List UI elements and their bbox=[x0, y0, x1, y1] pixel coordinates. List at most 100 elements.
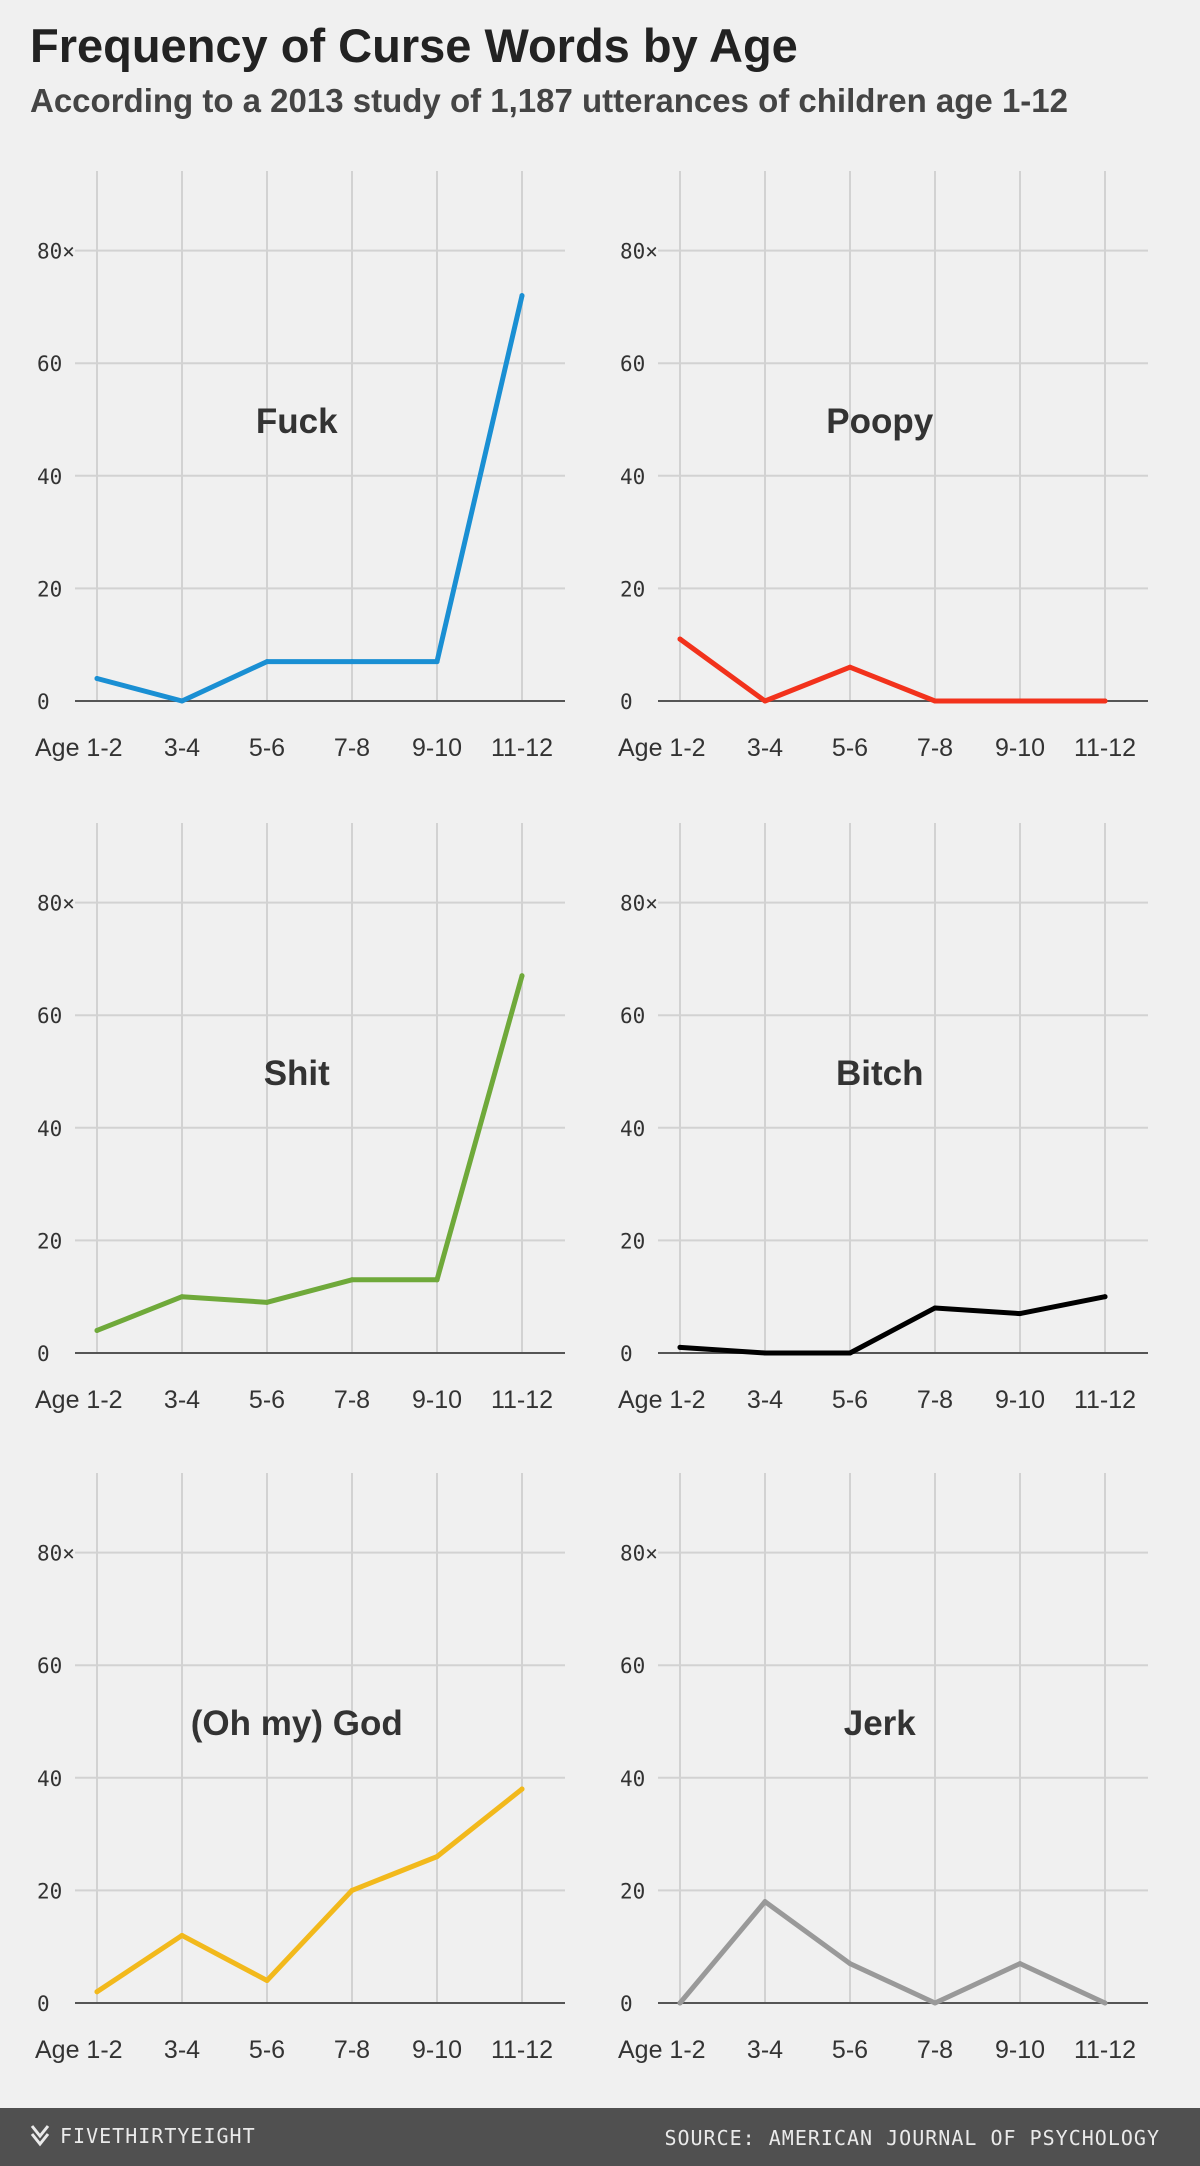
panel-title: (Oh my) God bbox=[191, 1704, 403, 1743]
data-point bbox=[1102, 698, 1108, 704]
y-tick-label: 20 bbox=[37, 1879, 62, 1903]
x-tick-label: 5-6 bbox=[249, 734, 285, 762]
panel-title: Shit bbox=[264, 1054, 330, 1093]
x-tick-label: 7-8 bbox=[917, 734, 953, 762]
x-tick-label: 11-12 bbox=[1074, 734, 1136, 762]
y-tick-label: 20 bbox=[620, 577, 645, 601]
series-line bbox=[677, 1294, 1108, 1356]
x-tick-label: 9-10 bbox=[995, 1386, 1045, 1414]
panel-title: Bitch bbox=[836, 1054, 924, 1093]
x-tick-label: 7-8 bbox=[334, 1386, 370, 1414]
y-tick-label: 20 bbox=[620, 1229, 645, 1253]
y-tick-label: 20 bbox=[620, 1879, 645, 1903]
data-point bbox=[264, 659, 270, 665]
data-point bbox=[94, 1327, 100, 1333]
x-tick-label: 7-8 bbox=[917, 1386, 953, 1414]
x-tick-label: 11-12 bbox=[1074, 1386, 1136, 1414]
x-tick-label: 5-6 bbox=[832, 1386, 868, 1414]
x-tick-label: 11-12 bbox=[491, 2036, 553, 2064]
data-point bbox=[1017, 698, 1023, 704]
y-tick-label: 60 bbox=[37, 1004, 62, 1028]
x-tick-label: Age 1-2 bbox=[618, 2036, 706, 2064]
x-tick-label: 5-6 bbox=[249, 2036, 285, 2064]
brand: FIVETHIRTYEIGHT bbox=[30, 2124, 256, 2148]
panel-title: Jerk bbox=[844, 1704, 917, 1743]
x-tick-label: 3-4 bbox=[747, 1386, 783, 1414]
x-tick-label: 9-10 bbox=[412, 2036, 462, 2064]
data-point bbox=[847, 1961, 853, 1967]
y-tick-label: 60 bbox=[37, 1654, 62, 1678]
y-tick-label: 60 bbox=[37, 352, 62, 376]
x-tick-label: Age 1-2 bbox=[35, 1386, 123, 1414]
data-point bbox=[519, 973, 525, 979]
data-point bbox=[434, 1854, 440, 1860]
data-point bbox=[932, 698, 938, 704]
y-tick-label: 40 bbox=[37, 1117, 62, 1141]
x-tick-label: 7-8 bbox=[334, 2036, 370, 2064]
x-tick-label: 5-6 bbox=[249, 1386, 285, 1414]
y-tick-label: 80× bbox=[620, 240, 658, 264]
x-tick-label: 9-10 bbox=[995, 734, 1045, 762]
x-tick-label: Age 1-2 bbox=[618, 1386, 706, 1414]
x-tick-label: 5-6 bbox=[832, 2036, 868, 2064]
data-point bbox=[94, 675, 100, 681]
data-point bbox=[519, 1786, 525, 1792]
y-tick-label: 0 bbox=[37, 690, 50, 714]
page-title: Frequency of Curse Words by Age bbox=[30, 19, 798, 72]
data-point bbox=[762, 1899, 768, 1905]
series-line bbox=[94, 1786, 525, 1995]
panel-title: Fuck bbox=[256, 402, 338, 441]
y-tick-label: 20 bbox=[37, 1229, 62, 1253]
series-line bbox=[677, 1899, 1108, 2006]
x-tick-label: 3-4 bbox=[164, 2036, 200, 2064]
x-tick-label: Age 1-2 bbox=[618, 734, 706, 762]
x-tick-label: 7-8 bbox=[334, 734, 370, 762]
x-tick-label: 5-6 bbox=[832, 734, 868, 762]
data-point bbox=[762, 698, 768, 704]
x-tick-label: Age 1-2 bbox=[35, 2036, 123, 2064]
y-tick-label: 40 bbox=[620, 465, 645, 489]
x-tick-label: 3-4 bbox=[747, 2036, 783, 2064]
y-tick-label: 60 bbox=[620, 1004, 645, 1028]
y-tick-label: 20 bbox=[37, 577, 62, 601]
data-point bbox=[932, 1305, 938, 1311]
series-line bbox=[677, 636, 1108, 704]
data-point bbox=[519, 293, 525, 299]
data-point bbox=[932, 2000, 938, 2006]
y-tick-label: 0 bbox=[620, 690, 633, 714]
x-tick-label: 9-10 bbox=[412, 1386, 462, 1414]
y-tick-label: 60 bbox=[620, 352, 645, 376]
y-tick-label: 40 bbox=[37, 465, 62, 489]
data-point bbox=[349, 659, 355, 665]
data-point bbox=[94, 1989, 100, 1995]
y-tick-label: 80× bbox=[37, 240, 75, 264]
y-tick-label: 0 bbox=[37, 1992, 50, 2016]
y-tick-label: 0 bbox=[37, 1342, 50, 1366]
y-tick-label: 40 bbox=[620, 1767, 645, 1791]
y-tick-label: 80× bbox=[37, 1542, 75, 1566]
source-note: SOURCE: AMERICAN JOURNAL OF PSYCHOLOGY bbox=[664, 2126, 1160, 2150]
x-tick-label: 7-8 bbox=[917, 2036, 953, 2064]
data-point bbox=[179, 698, 185, 704]
data-point bbox=[847, 1350, 853, 1356]
chart-panel-0: 0 20 40 60 80× Age 1-2 3-4 5-6 7-8 9-10 11-12 Fuck bbox=[35, 171, 565, 762]
x-tick-label: 11-12 bbox=[491, 734, 553, 762]
x-tick-label: 3-4 bbox=[164, 734, 200, 762]
brand-name: FIVETHIRTYEIGHT bbox=[60, 2124, 256, 2148]
data-point bbox=[677, 2000, 683, 2006]
x-tick-label: 3-4 bbox=[747, 734, 783, 762]
x-tick-label: Age 1-2 bbox=[35, 734, 123, 762]
data-point bbox=[434, 659, 440, 665]
data-point bbox=[179, 1932, 185, 1938]
data-point bbox=[1017, 1961, 1023, 1967]
data-point bbox=[434, 1277, 440, 1283]
x-tick-label: 9-10 bbox=[995, 2036, 1045, 2064]
y-tick-label: 0 bbox=[620, 1342, 633, 1366]
y-tick-label: 60 bbox=[620, 1654, 645, 1678]
y-tick-label: 80× bbox=[620, 892, 658, 916]
data-point bbox=[762, 1350, 768, 1356]
footer-bar: FIVETHIRTYEIGHT SOURCE: AMERICAN JOURNAL… bbox=[0, 2108, 1200, 2166]
chart-panel-3: 0 20 40 60 80× Age 1-2 3-4 5-6 7-8 9-10 11-12 Bitch bbox=[618, 823, 1148, 1414]
x-tick-label: 11-12 bbox=[491, 1386, 553, 1414]
page-subtitle: According to a 2013 study of 1,187 utter… bbox=[30, 82, 1069, 119]
